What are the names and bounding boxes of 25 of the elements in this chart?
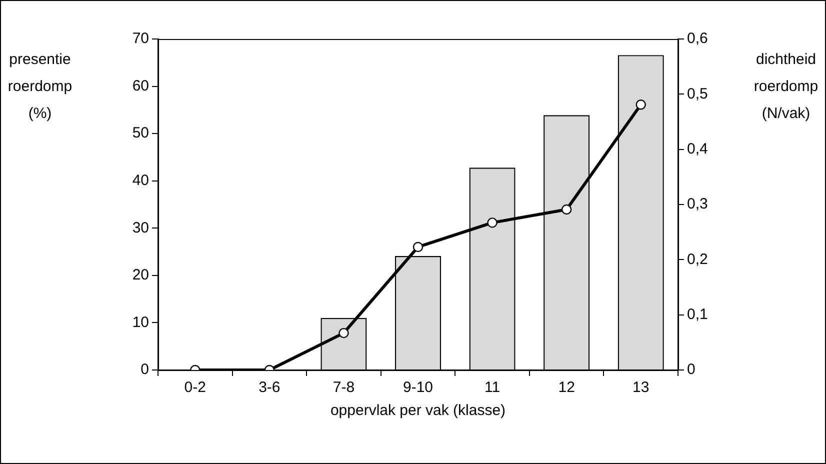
y2-tick-label: 0,1 xyxy=(687,306,708,323)
y-tick-label: 10 xyxy=(132,314,149,331)
y2-axis-title: dichtheid roerdomp (N/vak) xyxy=(754,51,818,122)
y-tick-label: 70 xyxy=(132,30,149,48)
y-tick-label: 30 xyxy=(132,219,149,236)
x-tick-label: 3-6 xyxy=(258,379,280,396)
y2-tick-label: 0,5 xyxy=(687,85,708,102)
y-axis-title: presentie roerdomp (%) xyxy=(8,51,72,122)
y2-tick-label: 0 xyxy=(687,361,696,378)
y2-tick-label: 0,2 xyxy=(687,250,708,268)
x-tick-label: 11 xyxy=(484,379,500,396)
y-tick-label: 40 xyxy=(132,172,149,189)
x-tick-label: 12 xyxy=(558,379,575,396)
y-tick-label: 0 xyxy=(140,361,149,378)
y2-tick-label: 0,4 xyxy=(687,140,708,158)
x-axis-title: oppervlak per vak (klasse) xyxy=(330,402,506,420)
x-tick-label: 13 xyxy=(632,379,650,396)
y2-tick-label: 0,6 xyxy=(687,30,708,48)
x-tick-label: 7-8 xyxy=(332,379,355,396)
x-tick-label: 0-2 xyxy=(184,379,206,396)
y-tick-label: 60 xyxy=(132,77,149,94)
y2-tick-label: 0,3 xyxy=(687,196,708,213)
x-tick-label: 9-10 xyxy=(402,379,434,396)
y-tick-label: 20 xyxy=(132,266,149,284)
y-tick-label: 50 xyxy=(132,124,149,142)
